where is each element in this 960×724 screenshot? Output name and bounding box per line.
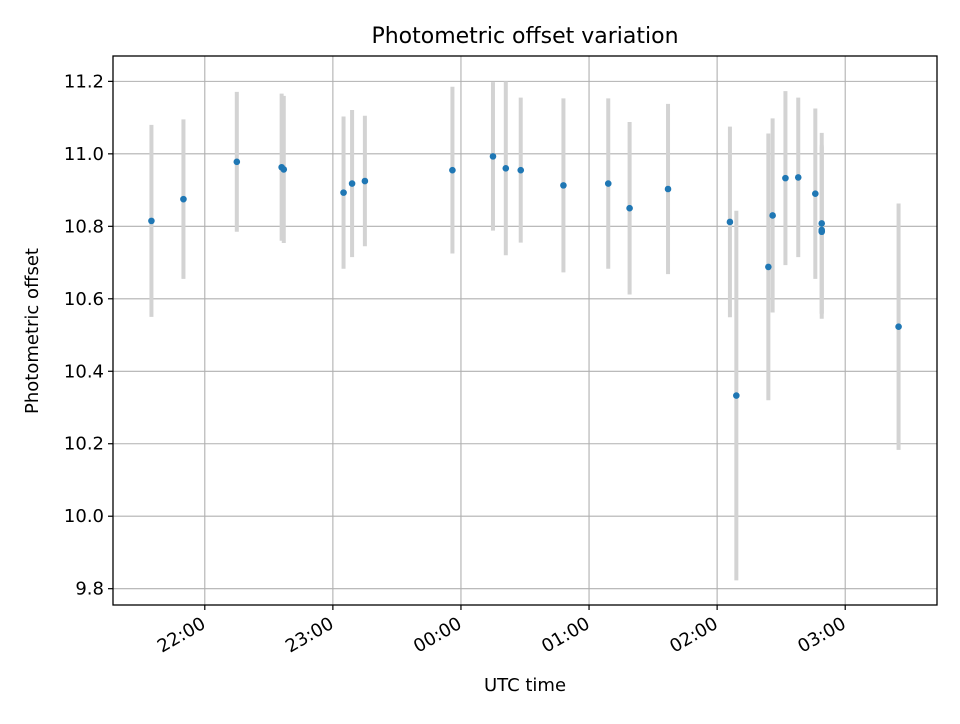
data-point: [340, 189, 347, 196]
data-point: [604, 180, 612, 187]
data-point: [733, 392, 740, 399]
data-point: [502, 165, 510, 172]
data-point: [794, 174, 802, 181]
y-tick-label: 10.2: [64, 434, 104, 455]
y-axis: 9.8 10.0 10.2 10.4 10.6 10.8 11.0 11.2: [64, 71, 113, 600]
data-point: [180, 195, 187, 203]
data-point: [233, 158, 241, 166]
y-tick-label: 11.2: [64, 71, 104, 92]
plot-frame: [112, 55, 938, 606]
data-point: [782, 174, 789, 182]
data-point: [818, 220, 826, 227]
data-point: [489, 153, 497, 160]
data-points: [148, 153, 902, 399]
data-point: [560, 182, 567, 189]
data-point: [664, 185, 672, 193]
data-point: [626, 204, 633, 212]
data-point: [148, 217, 155, 225]
data-point: [895, 323, 902, 330]
y-tick-label: 10.8: [64, 216, 104, 237]
chart-title: Photometric offset variation: [371, 24, 678, 49]
data-point: [726, 218, 734, 226]
data-point: [818, 228, 826, 236]
data-point: [517, 166, 525, 174]
data-point: [361, 177, 369, 185]
y-tick-label: 10.0: [64, 506, 104, 527]
data-point: [348, 180, 356, 187]
y-tick-label: 10.4: [64, 361, 104, 382]
y-tick-label: 11.0: [64, 144, 104, 165]
y-tick-label: 10.6: [64, 289, 104, 310]
data-point: [449, 166, 456, 174]
data-point: [765, 263, 772, 271]
data-point: [280, 166, 288, 173]
x-axis-label: UTC time: [484, 675, 566, 696]
y-tick-label: 9.8: [75, 579, 104, 600]
data-point: [769, 212, 776, 219]
data-point: [812, 190, 819, 198]
y-axis-label: Photometric offset: [22, 248, 43, 414]
